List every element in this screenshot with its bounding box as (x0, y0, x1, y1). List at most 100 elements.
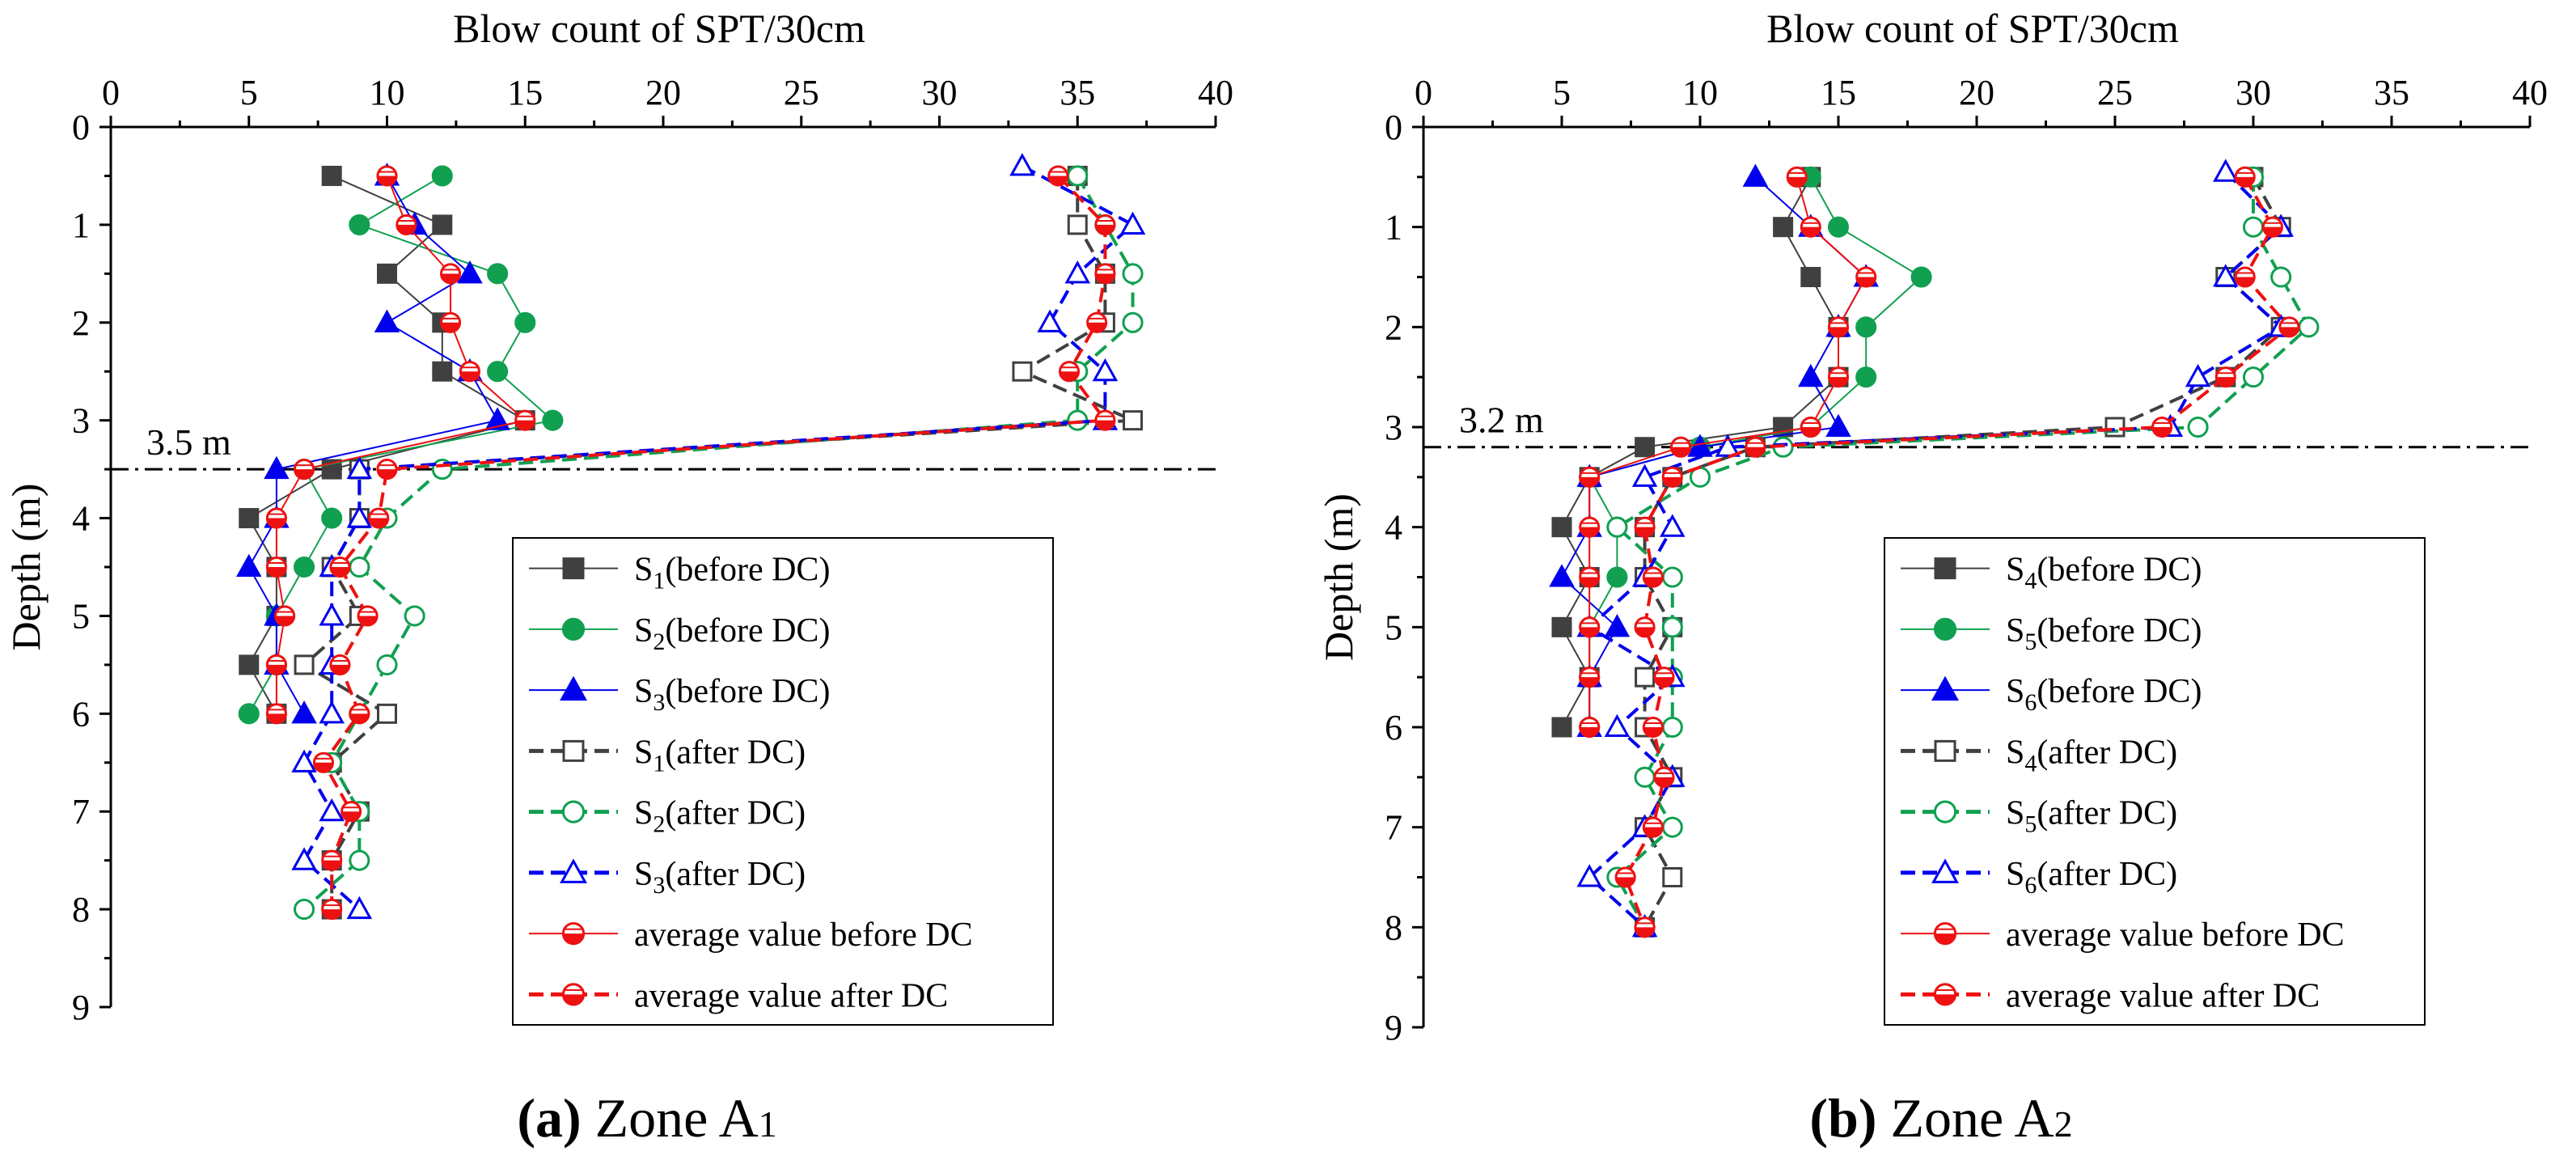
data-point (265, 556, 287, 578)
data-point (376, 459, 398, 480)
legend-label-main: S (2006, 856, 2024, 893)
data-point (1642, 566, 1664, 588)
legend-label-main: S (634, 734, 653, 771)
data-point (1094, 214, 1116, 235)
y-tick-label: 1 (1385, 208, 1402, 248)
legend-marker (560, 675, 587, 701)
legend-marker (562, 557, 585, 580)
series-7 (1579, 166, 1877, 739)
series-8 (312, 165, 1116, 921)
data-point (1122, 263, 1144, 285)
data-point-half (275, 616, 294, 625)
chart-panel-a: 0 5 10 15 20 25 30 35 40 0 1 2 3 4 5 6 7 8 9 Blow count of … (3, 6, 1233, 1149)
series-7 (265, 165, 536, 725)
legend: S1(before DC)S2(before DC)S3(before DC)S… (512, 537, 1054, 1026)
y-tick-label: 4 (72, 499, 90, 539)
data-point (1576, 864, 1602, 887)
data-point (1715, 434, 1741, 457)
legend-label-sub: 3 (653, 689, 665, 716)
y-tick-label: 9 (1385, 1008, 1402, 1048)
data-point (1579, 616, 1601, 638)
legend-label: S1(after DC) (634, 734, 806, 777)
data-point (1579, 667, 1601, 688)
data-point (346, 505, 373, 528)
legend-marker-half (1935, 933, 1956, 944)
y-tick-label: 6 (1385, 708, 1402, 747)
data-point (294, 899, 315, 921)
y-tick-label: 5 (72, 596, 90, 636)
data-point (1606, 516, 1628, 538)
x-tick-label: 40 (1198, 73, 1233, 112)
data-point (321, 507, 343, 529)
x-axis-title: Blow count of SPT/30cm (1766, 6, 2179, 51)
legend-label: S6(after DC) (2006, 856, 2177, 899)
x-tick-label: 10 (1682, 73, 1718, 112)
data-point (1614, 866, 1636, 888)
data-point (1827, 366, 1850, 388)
data-point-half (1654, 677, 1674, 687)
data-point (457, 260, 483, 284)
legend-label-suffix: (before DC) (665, 673, 830, 710)
data-point (321, 849, 343, 871)
data-point (349, 849, 370, 871)
data-point (312, 751, 335, 773)
data-point (377, 703, 397, 724)
legend-marker (1931, 858, 1959, 883)
data-point-half (1829, 377, 1848, 387)
data-point (376, 165, 398, 187)
legend-label: S4(before DC) (2006, 552, 2202, 595)
data-point (1635, 437, 1656, 458)
x-tick-label: 40 (2512, 73, 2548, 112)
series-3 (236, 163, 510, 724)
data-point-half (396, 224, 416, 235)
data-point-half (1643, 577, 1663, 587)
data-point (514, 409, 536, 431)
data-point (1604, 713, 1631, 738)
legend-label: S6(before DC) (2006, 673, 2202, 716)
legend-label-main: average value before DC (2006, 916, 2345, 954)
data-point (1800, 416, 1821, 438)
data-point (2187, 416, 2209, 438)
data-point (294, 556, 315, 578)
data-point (1653, 766, 1675, 788)
data-point-half (267, 664, 286, 675)
legend-label: S4(after DC) (2006, 734, 2177, 777)
data-point (239, 508, 260, 529)
data-point (1635, 667, 1656, 688)
data-point (265, 703, 287, 725)
legend-label-suffix: (after DC) (2037, 734, 2177, 771)
legend-label-main: S (634, 856, 653, 893)
y-tick-label: 3 (72, 401, 90, 441)
data-point (459, 361, 481, 383)
x-tick-label: 5 (1553, 73, 1571, 112)
data-point (341, 801, 362, 823)
data-point-half (1580, 627, 1599, 637)
data-point (1798, 363, 1824, 387)
data-point-half (1095, 224, 1115, 235)
panel-caption: (b) Zone A2 (1809, 1087, 2072, 1149)
data-point (1773, 217, 1794, 238)
data-point (1661, 816, 1683, 838)
data-point-half (330, 664, 349, 675)
legend-label-main: S (634, 552, 653, 589)
data-point (1661, 616, 1683, 638)
caption-text: Zone A (1877, 1087, 2054, 1149)
legend-label: S5(before DC) (2006, 612, 2202, 655)
data-point (346, 895, 373, 920)
y-tick-label: 8 (1385, 908, 1402, 947)
data-point (1745, 436, 1766, 458)
data-point (2213, 264, 2239, 287)
y-axis-title: Depth (m) (1316, 493, 1361, 661)
data-point-half (314, 762, 333, 772)
data-point-half (1580, 727, 1599, 737)
legend-label-sub: 2 (653, 811, 665, 838)
data-point (1660, 514, 1686, 537)
data-point (377, 263, 397, 284)
data-point-half (1829, 327, 1848, 337)
legend-marker (1933, 983, 1957, 1006)
data-point-half (1856, 277, 1876, 287)
data-point (1653, 667, 1675, 688)
y-axis-title: Depth (m) (3, 484, 49, 651)
y-tick-label: 7 (72, 792, 90, 832)
data-point (319, 798, 345, 822)
